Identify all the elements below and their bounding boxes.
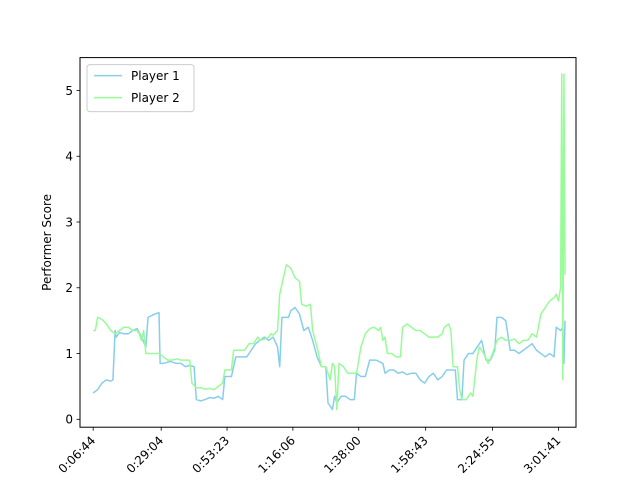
plot-lines: [92, 73, 566, 411]
x-tick-label: 3:01:41: [521, 433, 564, 476]
y-axis-label: Performer Score: [40, 194, 54, 291]
x-tick-label: 0:29:04: [124, 433, 167, 476]
legend: Player 1 Player 2: [86, 64, 195, 113]
y-tick-label: 3: [65, 215, 73, 229]
series-line-player-2: [93, 73, 566, 411]
y-tick-label: 4: [65, 150, 73, 164]
y-axis-ticks: 0 1 2 3 4 5: [65, 84, 80, 427]
x-tick-label: 1:38:00: [321, 433, 364, 476]
x-tick-label: 1:16:06: [255, 433, 298, 476]
series-line-player-1: [92, 306, 566, 411]
axes-frame: [79, 57, 577, 428]
x-tick-label: 2:24:55: [455, 433, 498, 476]
y-tick-label: 0: [65, 413, 73, 427]
y-tick-label: 1: [65, 347, 73, 361]
legend-label: Player 2: [131, 91, 180, 105]
x-tick-label: 0:53:23: [190, 433, 233, 476]
x-tick-label: 0:06:44: [56, 433, 99, 476]
x-axis-ticks: 0:06:44 0:29:04 0:53:23 1:16:06 1:38:00 1:58:…: [56, 427, 564, 476]
legend-label: Player 1: [131, 69, 180, 83]
y-tick-label: 2: [65, 281, 73, 295]
y-tick-label: 5: [65, 84, 73, 98]
x-tick-label: 1:58:43: [388, 433, 431, 476]
